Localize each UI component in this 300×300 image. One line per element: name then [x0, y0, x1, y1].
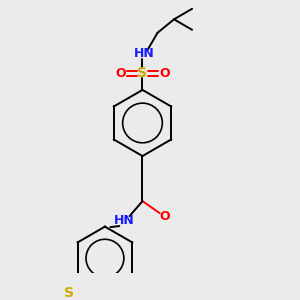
Text: O: O — [159, 67, 170, 80]
Text: HN: HN — [134, 47, 155, 60]
Text: O: O — [115, 67, 126, 80]
Text: S: S — [137, 66, 148, 80]
Text: S: S — [64, 286, 74, 300]
Text: O: O — [159, 210, 170, 223]
Text: HN: HN — [114, 214, 135, 227]
